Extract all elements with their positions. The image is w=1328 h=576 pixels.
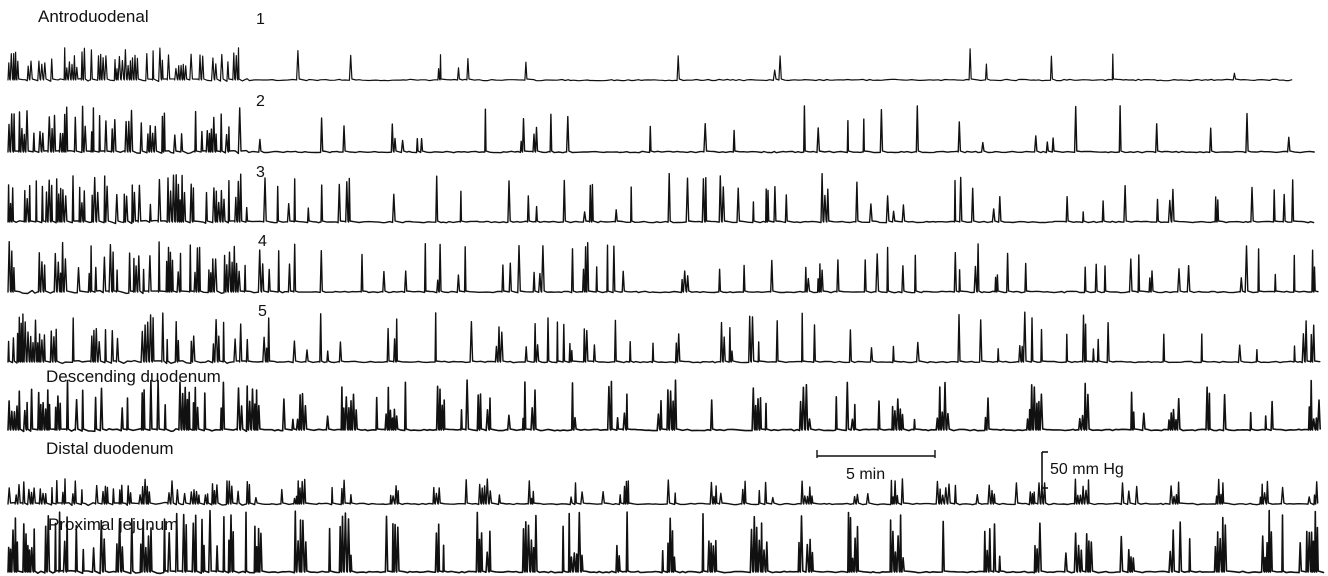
channel-number-1: 1 bbox=[256, 11, 265, 28]
channel-number-3: 3 bbox=[256, 164, 265, 181]
label-descending-duodenum: Descending duodenum bbox=[46, 367, 221, 386]
time-scale-label: 5 min bbox=[846, 466, 885, 483]
label-distal-duodenum: Distal duodenum bbox=[46, 439, 174, 458]
time-scale-bar: 5 min bbox=[816, 450, 936, 483]
trace-proximal-jejunum bbox=[7, 509, 1325, 575]
trace-descending-duodenum bbox=[7, 379, 1321, 433]
trace-channel-1 bbox=[7, 47, 1293, 82]
label-proximal-jejunum: Proximal jejunum bbox=[48, 515, 178, 534]
trace-distal-duodenum bbox=[7, 478, 1319, 507]
trace-channel-5 bbox=[7, 311, 1321, 365]
pressure-scale-bar: 50 mm Hg bbox=[1041, 451, 1124, 489]
pressure-scale-label: 50 mm Hg bbox=[1050, 461, 1124, 478]
label-antroduodenal: Antroduodenal bbox=[38, 7, 149, 26]
trace-channel-4 bbox=[7, 241, 1319, 295]
trace-channel-3 bbox=[7, 172, 1315, 225]
trace-channel-2 bbox=[7, 105, 1315, 155]
pressure-traces bbox=[7, 47, 1325, 575]
channel-number-5: 5 bbox=[258, 303, 267, 320]
channel-number-4: 4 bbox=[258, 233, 267, 250]
channel-number-2: 2 bbox=[256, 93, 265, 110]
